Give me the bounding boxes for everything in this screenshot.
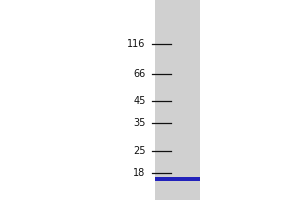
Text: 18: 18 (133, 168, 145, 178)
Text: 25: 25 (133, 146, 146, 156)
Text: 35: 35 (133, 118, 145, 128)
Text: 66: 66 (133, 69, 145, 79)
Bar (154, 177, 200, 181)
Text: 116: 116 (127, 39, 146, 49)
Bar (154, 0, 200, 200)
Text: 45: 45 (133, 96, 145, 106)
